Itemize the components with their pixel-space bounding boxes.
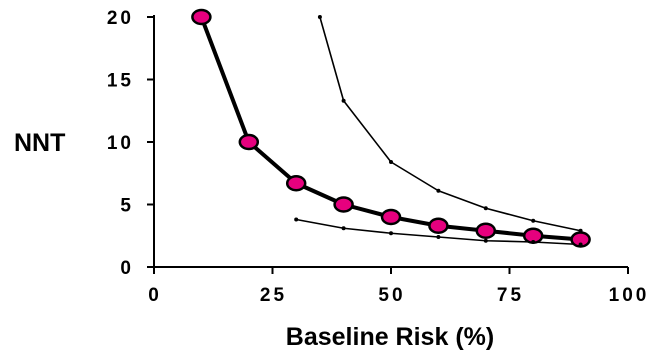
data-point-series-1	[578, 228, 583, 233]
data-point-series-0	[191, 8, 212, 26]
data-point-series-0	[285, 175, 307, 192]
x-tick-label: 100	[609, 285, 650, 306]
data-point-series-1	[436, 188, 441, 193]
data-point-series-2	[483, 238, 488, 243]
y-tick-label: 5	[120, 196, 134, 217]
series-line-1	[319, 17, 581, 232]
x-axis-title: Baseline Risk (%)	[286, 323, 494, 351]
y-tick-label: 0	[120, 258, 134, 279]
y-tick-label: 10	[107, 133, 134, 154]
data-point-series-2	[294, 217, 299, 222]
data-point-series-0	[380, 208, 402, 226]
y-axis-title: NNT	[14, 129, 65, 157]
data-point-series-2	[531, 240, 536, 244]
data-point-series-0	[475, 222, 497, 239]
x-tick-label: 0	[148, 285, 162, 306]
y-tick-label: 20	[107, 8, 134, 29]
data-point-series-2	[341, 226, 346, 231]
data-point-series-0	[428, 217, 449, 234]
data-point-series-2	[389, 231, 393, 236]
data-point-series-1	[531, 218, 536, 223]
data-point-series-1	[483, 206, 488, 211]
data-point-series-2	[578, 242, 583, 247]
series-line-0	[199, 17, 581, 242]
data-point-series-1	[317, 15, 322, 19]
x-tick-label: 50	[378, 285, 405, 306]
data-point-series-0	[238, 133, 260, 151]
y-tick-label: 15	[107, 71, 134, 92]
data-point-series-1	[341, 98, 346, 103]
data-point-series-0	[333, 196, 354, 213]
data-point-series-2	[436, 235, 441, 239]
x-tick-label: 75	[497, 285, 524, 306]
x-tick-label: 25	[260, 285, 287, 306]
data-point-series-1	[389, 160, 393, 164]
